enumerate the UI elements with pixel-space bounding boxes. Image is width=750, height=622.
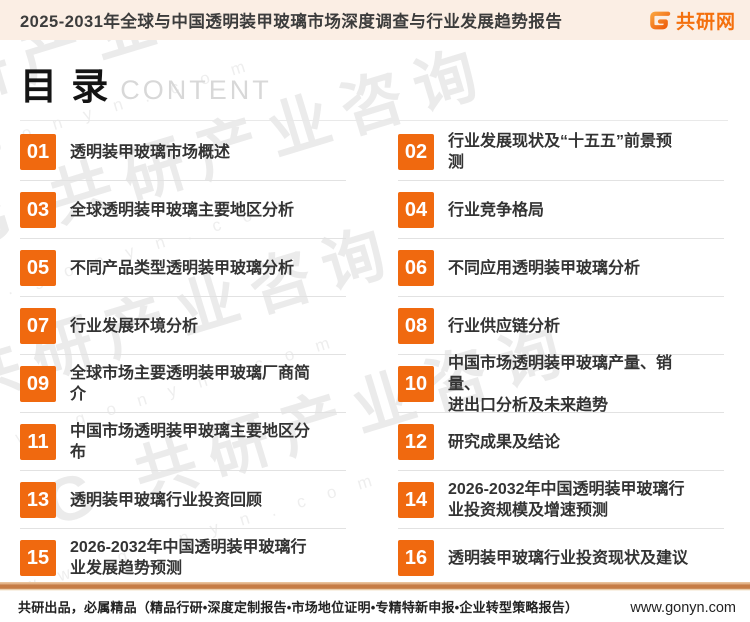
toc-heading: 目 录 CONTENT xyxy=(0,40,750,110)
toc-item-label: 全球透明装甲玻璃主要地区分析 xyxy=(70,201,295,219)
toc-item-05: 05 不同产品类型透明装甲玻璃分析 xyxy=(20,239,350,297)
toc-item-label: 2026-2032年中国透明装甲玻璃行 业投资规模及增速预测 xyxy=(448,481,685,519)
toc-item-label: 行业发展现状及“十五五”前景预测 xyxy=(448,133,673,171)
toc-item-number: 03 xyxy=(20,192,56,228)
toc-item-01: 01 透明装甲玻璃市场概述 xyxy=(20,123,350,181)
toc-item-02: 02 行业发展现状及“十五五”前景预测 xyxy=(398,123,728,181)
toc-item-16: 16 透明装甲玻璃行业投资现状及建议 xyxy=(398,529,728,587)
report-title: 2025-2031年全球与中国透明装甲玻璃市场深度调查与行业发展趋势报告 xyxy=(20,13,563,31)
toc-item-label: 行业发展环境分析 xyxy=(70,317,199,335)
toc-item-03: 03 全球透明装甲玻璃主要地区分析 xyxy=(20,181,350,239)
toc-item-number: 12 xyxy=(398,424,434,460)
toc-item-08: 08 行业供应链分析 xyxy=(398,297,728,355)
toc-item-label: 行业供应链分析 xyxy=(448,317,561,335)
toc-item-number: 02 xyxy=(398,134,434,170)
toc-item-15: 15 2026-2032年中国透明装甲玻璃行 业发展趋势预测 xyxy=(20,529,350,587)
toc-item-06: 06 不同应用透明装甲玻璃分析 xyxy=(398,239,728,297)
toc-item-number: 16 xyxy=(398,540,434,576)
toc-item-12: 12 研究成果及结论 xyxy=(398,413,728,471)
toc-item-number: 10 xyxy=(398,366,434,402)
toc-page: 目 录 CONTENT 01 透明装甲玻璃市场概述 02 行业发展现状及“十五五… xyxy=(0,40,750,587)
toc-item-number: 06 xyxy=(398,250,434,286)
toc-item-number: 09 xyxy=(20,366,56,402)
toc-item-04: 04 行业竞争格局 xyxy=(398,181,728,239)
toc-item-label: 全球市场主要透明装甲玻璃厂商简介 xyxy=(70,365,311,403)
toc-item-number: 05 xyxy=(20,250,56,286)
toc-item-label: 透明装甲玻璃行业投资现状及建议 xyxy=(448,549,689,567)
toc-item-label: 研究成果及结论 xyxy=(448,433,561,451)
toc-item-14: 14 2026-2032年中国透明装甲玻璃行 业投资规模及增速预测 xyxy=(398,471,728,529)
brand-logo: 共研网 xyxy=(648,7,736,34)
toc-item-number: 11 xyxy=(20,424,56,460)
brand-g-icon xyxy=(648,9,671,32)
report-header: 2025-2031年全球与中国透明装甲玻璃市场深度调查与行业发展趋势报告 共研网 xyxy=(0,0,750,40)
toc-item-label: 不同应用透明装甲玻璃分析 xyxy=(448,259,641,277)
toc-item-label: 2026-2032年中国透明装甲玻璃行 业发展趋势预测 xyxy=(70,539,307,577)
toc-item-number: 15 xyxy=(20,540,56,576)
toc-item-09: 09 全球市场主要透明装甲玻璃厂商简介 xyxy=(20,355,350,413)
toc-item-number: 04 xyxy=(398,192,434,228)
footer-accent-band xyxy=(0,582,750,591)
toc-item-label: 不同产品类型透明装甲玻璃分析 xyxy=(70,259,295,277)
toc-item-07: 07 行业发展环境分析 xyxy=(20,297,350,355)
toc-item-label: 透明装甲玻璃行业投资回顾 xyxy=(70,491,263,509)
toc-item-10: 10 中国市场透明装甲玻璃产量、销量、 进出口分析及未来趋势 xyxy=(398,354,728,414)
toc-item-number: 07 xyxy=(20,308,56,344)
report-footer: 共研出品，必属精品（精品行研•深度定制报告•市场地位证明•专精特新申报•企业转型… xyxy=(0,582,750,622)
toc-title: 目 录 xyxy=(20,66,111,107)
toc-grid: 01 透明装甲玻璃市场概述 02 行业发展现状及“十五五”前景预测 03 全球透… xyxy=(20,123,728,587)
toc-item-label: 中国市场透明装甲玻璃主要地区分布 xyxy=(70,423,311,461)
toc-item-label: 透明装甲玻璃市场概述 xyxy=(70,143,231,161)
toc-item-11: 11 中国市场透明装甲玻璃主要地区分布 xyxy=(20,413,350,471)
toc-item-13: 13 透明装甲玻璃行业投资回顾 xyxy=(20,471,350,529)
toc-item-number: 08 xyxy=(398,308,434,344)
toc-item-number: 01 xyxy=(20,134,56,170)
footer-website-url: www.gonyn.com xyxy=(630,600,736,616)
toc-subtitle: CONTENT xyxy=(120,75,272,105)
footer-slogan: 共研出品，必属精品（精品行研•深度定制报告•市场地位证明•专精特新申报•企业转型… xyxy=(18,600,579,615)
heading-rule xyxy=(20,120,728,121)
brand-name: 共研网 xyxy=(675,11,736,33)
toc-item-number: 14 xyxy=(398,482,434,518)
toc-item-label: 中国市场透明装甲玻璃产量、销量、 进出口分析及未来趋势 xyxy=(448,354,673,414)
toc-item-label: 行业竞争格局 xyxy=(448,201,545,219)
toc-item-number: 13 xyxy=(20,482,56,518)
